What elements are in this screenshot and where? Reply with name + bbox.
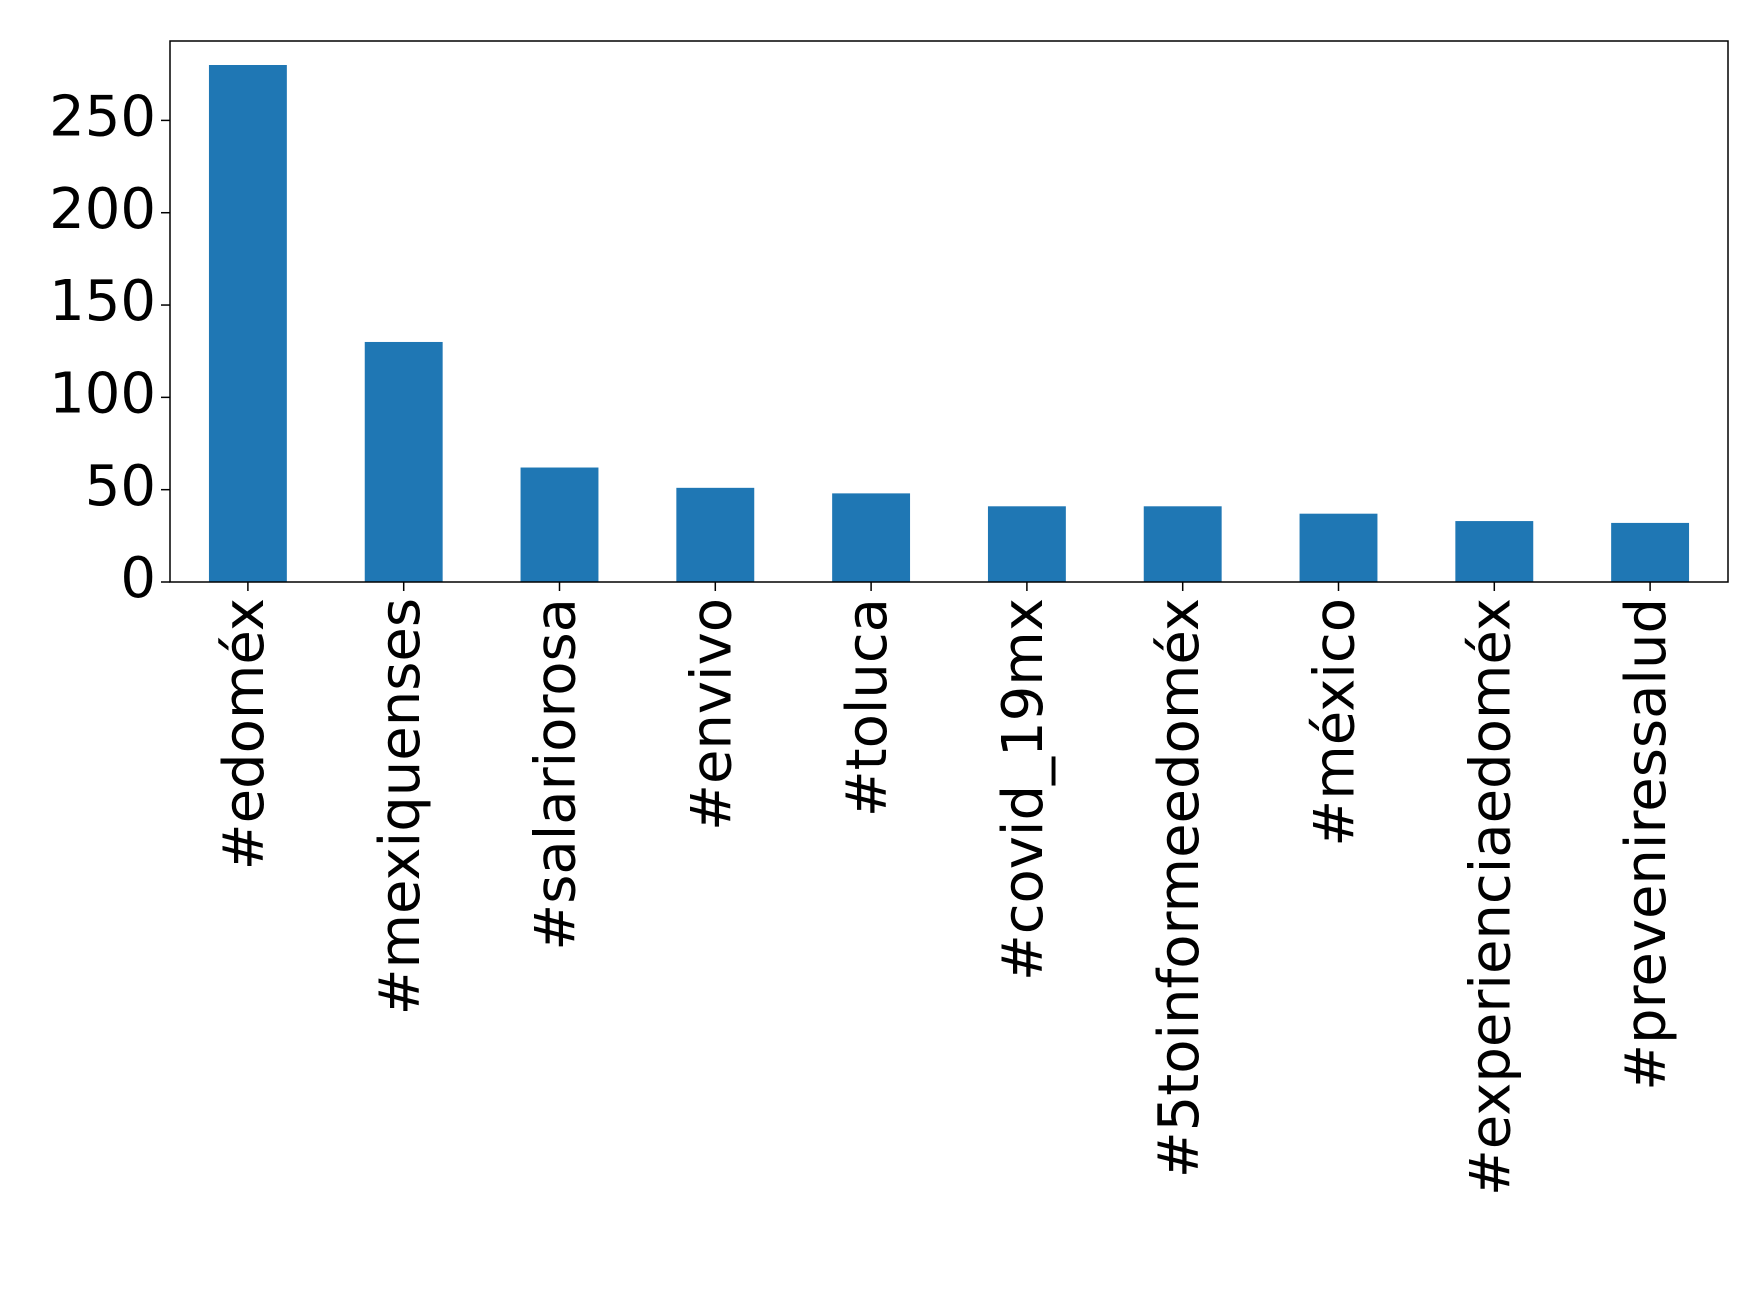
y-tick-label: 50 [85,454,156,519]
x-tick-label: #toluca [835,598,900,817]
bar [520,467,599,582]
x-tick-label: #méxico [1303,598,1368,847]
y-tick-label: 200 [49,177,156,242]
x-tick-label: #experienciaedoméx [1458,598,1523,1196]
bar [987,506,1066,582]
y-tick-label: 100 [49,361,156,426]
bar [1455,521,1534,582]
x-tick-label: #edoméx [212,598,277,870]
bar [1143,506,1222,582]
x-tick-label: #envivo [679,598,744,831]
bar [676,487,755,582]
x-tick-label: #salariorosa [524,598,589,951]
bar [1611,522,1690,582]
x-tick-label: #5toinformeedoméx [1147,598,1212,1178]
bar [1299,513,1378,582]
y-tick-label: 150 [49,269,156,334]
plot-frame [169,40,1729,583]
bar [208,65,287,582]
x-tick-label: #preveniressalud [1614,598,1679,1091]
y-tick-label: 250 [49,85,156,150]
bar [832,493,911,582]
y-tick-label: 0 [120,546,156,611]
x-tick-label: #covid_19mx [991,598,1056,981]
x-tick-label: #mexiquenses [368,598,433,1015]
bar [364,341,443,582]
